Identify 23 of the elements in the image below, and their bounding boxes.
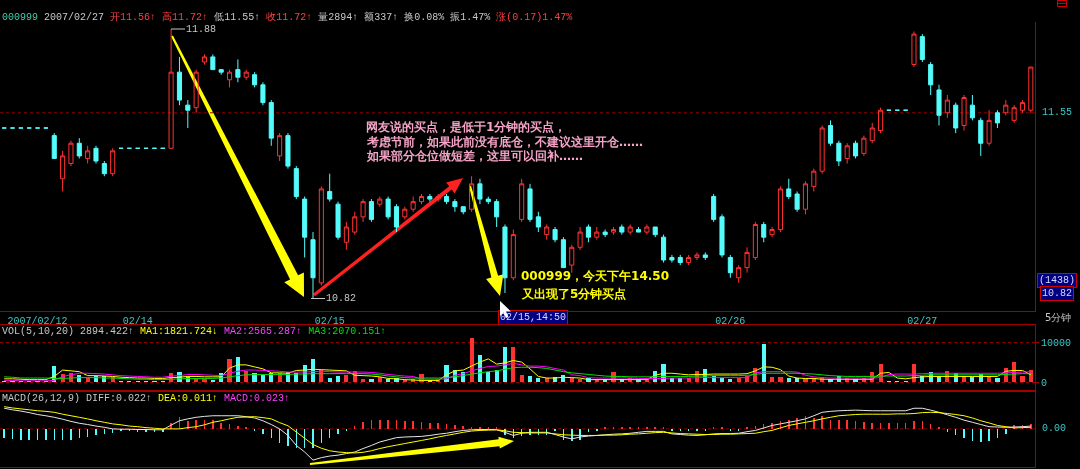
chart-title: 000999 2007/02/27 开11.56↑ 高11.72↑ 低11.55↑ 收11.72↑ 量2894↑ 额337↑ 换0.08% 振1.47% 涨(0.17)1.47% — [2, 11, 573, 23]
annotation: 10.82 — [326, 293, 357, 304]
x-tick-label: 02/27 — [907, 316, 938, 327]
annotation: 又出现了5分钟买点 — [521, 287, 627, 301]
ref-line-label: 11.55 — [1042, 107, 1073, 118]
text: 10.82 — [1042, 288, 1073, 299]
annotation: 000999，今天下午14.50 — [521, 269, 670, 283]
annotation: 网友说的买点，是低于1分钟的买点， — [366, 120, 567, 134]
text: 02/15,14:50 — [500, 312, 567, 323]
y-tick-label: 10000 — [1041, 337, 1072, 349]
x-tick-label: 02/26 — [715, 316, 746, 327]
ref-line-label: 0.00 — [1042, 423, 1067, 434]
chart-title: VOL(5,10,20) 2894.422↑ MA1:1821.724↓ MA2:2565.287↑ MA3:2070.151↑ — [2, 326, 387, 337]
chart-title: MACD(26,12,9) DIFF:0.022↑ DEA:0.011↑ MACD:0.023↑ — [2, 392, 291, 404]
x-tick-label: 02/15 — [314, 316, 345, 327]
y-tick-label: 0 — [1041, 377, 1048, 389]
x-tick-label: 2007/02/12 — [7, 316, 68, 327]
annotation: 考虑节前，如果此前没有底仓，不建议这里开仓…… — [366, 135, 643, 149]
annotation: 11.88 — [186, 24, 217, 35]
text: (1438) — [1039, 275, 1076, 286]
text: 5分钟 — [1045, 312, 1072, 323]
annotation: 如果部分仓位做短差，这里可以回补…… — [366, 149, 583, 163]
x-tick-label: 02/14 — [122, 316, 153, 327]
